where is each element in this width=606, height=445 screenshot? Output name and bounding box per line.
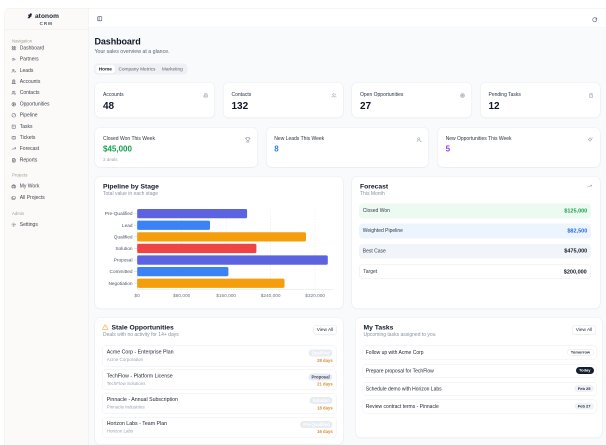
svg-text:$160,000: $160,000 [216, 293, 236, 299]
svg-text:Qualified: Qualified [114, 234, 133, 240]
svg-text:$80,000: $80,000 [173, 293, 191, 299]
svg-text:Negotiation: Negotiation [108, 281, 132, 287]
svg-text:Committed: Committed [110, 269, 133, 275]
svg-text:$320,000: $320,000 [305, 293, 325, 299]
svg-text:Solution: Solution [115, 246, 133, 252]
svg-text:Proposal: Proposal [114, 257, 133, 263]
svg-text:$0: $0 [135, 293, 141, 299]
svg-text:Lead: Lead [122, 223, 133, 229]
svg-text:$240,000: $240,000 [261, 293, 281, 299]
svg-text:Pre-Qualified: Pre-Qualified [105, 211, 133, 217]
